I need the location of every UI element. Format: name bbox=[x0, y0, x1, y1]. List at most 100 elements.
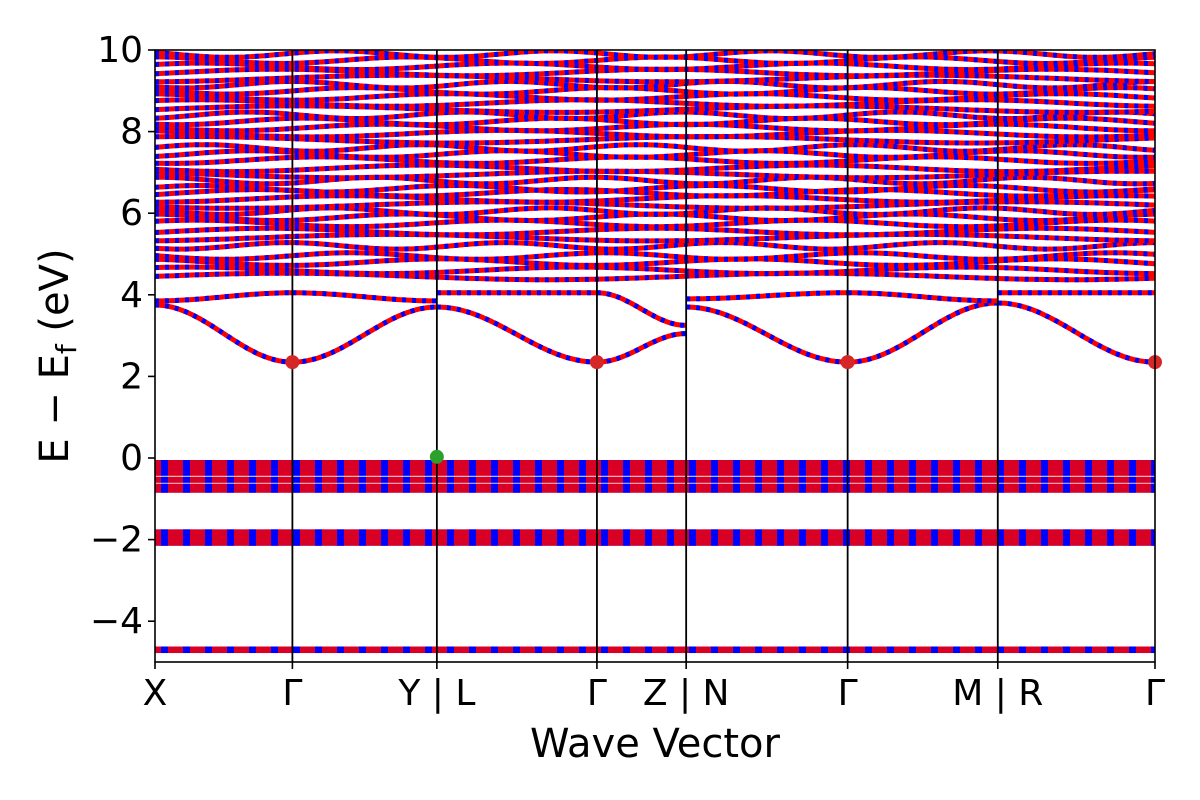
valence-stripe bbox=[447, 646, 454, 654]
conduction-band-line-overlay bbox=[292, 304, 437, 365]
second-conduction-band-line-overlay bbox=[686, 290, 848, 302]
flat-band-line-overlay bbox=[155, 142, 1155, 154]
x-tick-label: M | R bbox=[952, 673, 1043, 714]
conduction-band-line bbox=[155, 302, 293, 365]
conduction-band-line bbox=[997, 300, 1155, 365]
valence-stripe bbox=[513, 529, 520, 546]
conduction-band-line bbox=[686, 304, 848, 365]
valence-stripe bbox=[733, 529, 740, 546]
valence-stripe bbox=[1019, 529, 1026, 546]
x-axis-label: Wave Vector bbox=[530, 721, 781, 767]
valence-stripe bbox=[953, 529, 960, 546]
valence-stripe bbox=[513, 646, 520, 654]
valence-stripe bbox=[469, 529, 476, 546]
flat-band-line-overlay bbox=[155, 217, 1155, 230]
valence-stripe bbox=[755, 529, 762, 546]
y-tick-label: 4 bbox=[120, 275, 143, 316]
valence-stripe bbox=[645, 529, 652, 546]
valence-stripe bbox=[469, 646, 476, 654]
valence-stripe bbox=[909, 646, 916, 654]
valence-stripe bbox=[205, 529, 212, 546]
valence-stripe bbox=[887, 646, 894, 654]
y-tick-label: −2 bbox=[90, 520, 143, 561]
flat-band-line-overlay bbox=[155, 240, 1155, 252]
extremum-marker bbox=[840, 355, 855, 370]
second-conduction-band-line-overlay bbox=[596, 290, 687, 328]
valence-stripe bbox=[601, 646, 608, 654]
x-tick-label: Γ bbox=[587, 673, 607, 714]
valence-stripe bbox=[645, 646, 652, 654]
y-axis-label-subscript: f bbox=[50, 343, 83, 354]
valence-stripe bbox=[249, 529, 256, 546]
valence-stripe bbox=[865, 646, 872, 654]
valence-stripe bbox=[777, 646, 784, 654]
valence-stripe bbox=[623, 529, 630, 546]
valence-stripe bbox=[1063, 646, 1070, 654]
valence-stripe bbox=[1063, 529, 1070, 546]
flat-band-line-overlay bbox=[155, 183, 1155, 195]
valence-stripe bbox=[711, 529, 718, 546]
conduction-band-line bbox=[596, 331, 687, 365]
flat-band-line-overlay bbox=[155, 84, 1155, 97]
valence-stripe bbox=[843, 529, 850, 546]
valence-stripe bbox=[1129, 646, 1136, 654]
valence-stripe bbox=[535, 529, 542, 546]
valence-stripe bbox=[381, 529, 388, 546]
second-conduction-band-line bbox=[596, 290, 687, 328]
valence-stripe bbox=[227, 529, 234, 546]
valence-stripe bbox=[293, 646, 300, 654]
y-tick-label: 2 bbox=[120, 356, 143, 397]
conduction-band-line-overlay bbox=[997, 300, 1155, 365]
valence-stripe bbox=[293, 529, 300, 546]
flat-band-line-overlay bbox=[155, 72, 1155, 85]
valence-stripe bbox=[535, 646, 542, 654]
valence-stripe bbox=[491, 529, 498, 546]
extremum-marker bbox=[429, 449, 444, 464]
valence-stripe bbox=[557, 529, 564, 546]
valence-stripe bbox=[755, 646, 762, 654]
y-tick-label: 8 bbox=[120, 112, 143, 153]
valence-stripe bbox=[667, 646, 674, 654]
flat-band-line-overlay bbox=[155, 193, 1155, 205]
y-tick-label: 6 bbox=[120, 193, 143, 234]
valence-stripe bbox=[821, 646, 828, 654]
valence-stripe bbox=[843, 646, 850, 654]
extremum-marker bbox=[589, 355, 604, 370]
valence-stripe bbox=[689, 529, 696, 546]
valence-stripe bbox=[425, 529, 432, 546]
valence-stripe bbox=[1129, 529, 1136, 546]
valence-stripe bbox=[337, 646, 344, 654]
conduction-band-line bbox=[436, 304, 597, 365]
plot-frame bbox=[154, 49, 1156, 663]
valence-stripe bbox=[887, 529, 894, 546]
valence-stripe bbox=[359, 529, 366, 546]
flat-band-line-overlay bbox=[155, 60, 1155, 73]
flat-band-line-overlay bbox=[155, 250, 1155, 262]
y-axis-ticks: −4 −2 0 2 4 6 8 10 bbox=[90, 30, 155, 642]
valence-stripe bbox=[271, 529, 278, 546]
valence-stripe bbox=[799, 529, 806, 546]
valence-stripe bbox=[271, 646, 278, 654]
valence-stripe bbox=[227, 646, 234, 654]
valence-stripe bbox=[425, 646, 432, 654]
x-tick-label: Y | L bbox=[397, 673, 475, 714]
second-conduction-band-line bbox=[847, 290, 998, 304]
x-tick-label: X bbox=[143, 673, 168, 714]
flat-band-line-overlay bbox=[155, 97, 1155, 109]
valence-stripe bbox=[315, 529, 322, 546]
y-tick-label: 0 bbox=[120, 438, 143, 479]
valence-block-overlay-1 bbox=[155, 529, 1155, 546]
valence-stripe bbox=[579, 646, 586, 654]
valence-stripe bbox=[975, 529, 982, 546]
valence-stripe bbox=[161, 529, 168, 546]
flat-band-line-overlay bbox=[155, 231, 1155, 244]
flat-band-line-overlay bbox=[155, 256, 1155, 268]
valence-stripe bbox=[205, 646, 212, 654]
valence-stripe bbox=[1107, 646, 1114, 654]
valence-stripe bbox=[249, 646, 256, 654]
valence-stripe bbox=[403, 646, 410, 654]
flat-band-line-overlay bbox=[155, 270, 1155, 283]
valence-stripe bbox=[711, 646, 718, 654]
valence-block-overlay-2 bbox=[155, 646, 1155, 654]
